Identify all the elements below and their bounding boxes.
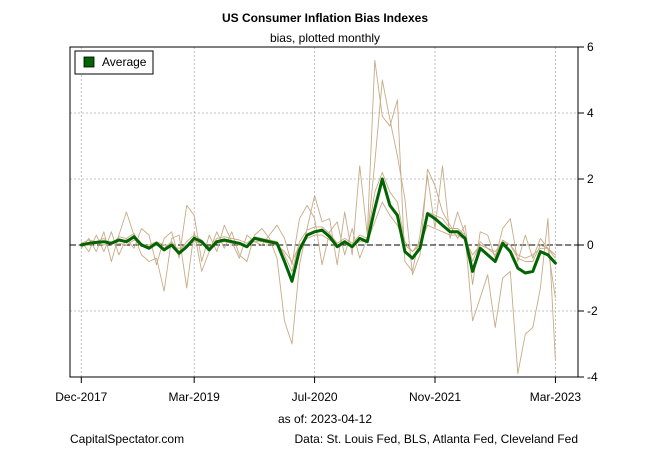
y-axis: 6 4 2 0 -2 -4 bbox=[578, 40, 598, 384]
chart-subtitle: bias, plotted monthly bbox=[270, 31, 380, 45]
legend-label-average: Average bbox=[102, 55, 147, 69]
component-line-4 bbox=[81, 201, 556, 262]
y-tick-label: 6 bbox=[587, 40, 594, 54]
y-tick-label: 0 bbox=[587, 238, 594, 252]
x-tick-label: Jul-2020 bbox=[292, 390, 338, 404]
y-tick-label: -2 bbox=[587, 304, 598, 318]
legend-box bbox=[74, 50, 154, 75]
average-series-group bbox=[79, 177, 557, 283]
average-line bbox=[79, 177, 557, 283]
y-tick-label: -4 bbox=[587, 370, 598, 384]
footer-data-sources: Data: St. Louis Fed, BLS, Atlanta Fed, C… bbox=[295, 432, 579, 446]
x-tick-label: Mar-2023 bbox=[530, 390, 582, 404]
grid bbox=[70, 46, 578, 378]
chart-title: US Consumer Inflation Bias Indexes bbox=[222, 11, 428, 25]
y-tick-label: 4 bbox=[587, 106, 594, 120]
legend-swatch-average bbox=[83, 56, 95, 68]
component-line-3 bbox=[81, 171, 556, 272]
component-series bbox=[80, 59, 556, 375]
x-tick-label: Nov-2021 bbox=[409, 390, 461, 404]
legend: Average bbox=[74, 50, 154, 75]
x-tick-label: Mar-2019 bbox=[168, 390, 220, 404]
plot-frame bbox=[69, 46, 579, 378]
footer-source-site: CapitalSpectator.com bbox=[70, 432, 184, 446]
x-axis: Dec-2017 Mar-2019 Jul-2020 Nov-2021 Mar-2023 bbox=[55, 377, 581, 404]
component-line-1 bbox=[80, 59, 556, 375]
y-tick-label: 2 bbox=[587, 172, 594, 186]
as-of-date: as of: 2023-04-12 bbox=[278, 412, 372, 426]
x-tick-label: Dec-2017 bbox=[55, 390, 107, 404]
